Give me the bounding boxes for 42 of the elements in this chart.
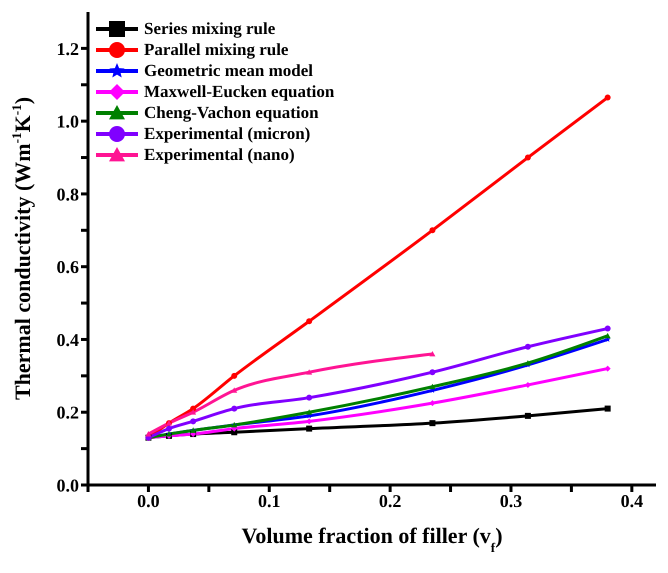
point	[190, 418, 196, 424]
legend-label: Parallel mixing rule	[144, 40, 288, 60]
x-tick-label: 0.2	[378, 490, 402, 511]
x-axis-title: Volume fraction of filler (v$_{f}$)	[241, 523, 503, 555]
x-tick-label: 0.1	[258, 490, 281, 511]
y-tick-label: 0.4	[56, 330, 79, 350]
point	[524, 154, 531, 161]
point	[306, 394, 312, 401]
point	[604, 332, 611, 338]
y-tick-label: 0.6	[56, 257, 79, 278]
legend-label: Experimental (nano)	[144, 144, 295, 164]
y-tick-label: 0.0	[56, 475, 79, 496]
x-tick-label: 0.0	[137, 490, 160, 511]
y-tick-label: 1.2	[56, 38, 79, 59]
legend-label: Cheng-Vachon equation	[144, 102, 319, 122]
point	[231, 406, 238, 412]
legend-label: Experimental (micron)	[144, 124, 310, 144]
point	[306, 409, 312, 415]
point	[604, 406, 611, 412]
y-tick-label: 1.0	[56, 112, 79, 132]
y-tick-label: 0.2	[56, 402, 79, 423]
point	[231, 372, 238, 379]
point	[604, 326, 611, 332]
legend-label: Geometric mean model	[144, 60, 313, 80]
point	[524, 412, 531, 419]
point	[145, 431, 152, 436]
point	[429, 227, 436, 234]
point	[604, 94, 611, 101]
point	[429, 369, 436, 376]
x-tick-label: 0.3	[500, 490, 522, 511]
legend-label: Maxwell-Eucken equation	[144, 82, 334, 102]
point	[429, 420, 436, 426]
legend-label: Series mixing rule	[144, 18, 276, 38]
point	[306, 318, 312, 324]
x-tick-label: 0.4	[620, 490, 644, 511]
point	[429, 384, 436, 390]
point	[429, 351, 436, 356]
point	[306, 426, 312, 432]
point	[166, 426, 172, 432]
y-tick-label: 0.8	[56, 184, 79, 204]
point	[306, 369, 312, 375]
point	[524, 344, 531, 350]
